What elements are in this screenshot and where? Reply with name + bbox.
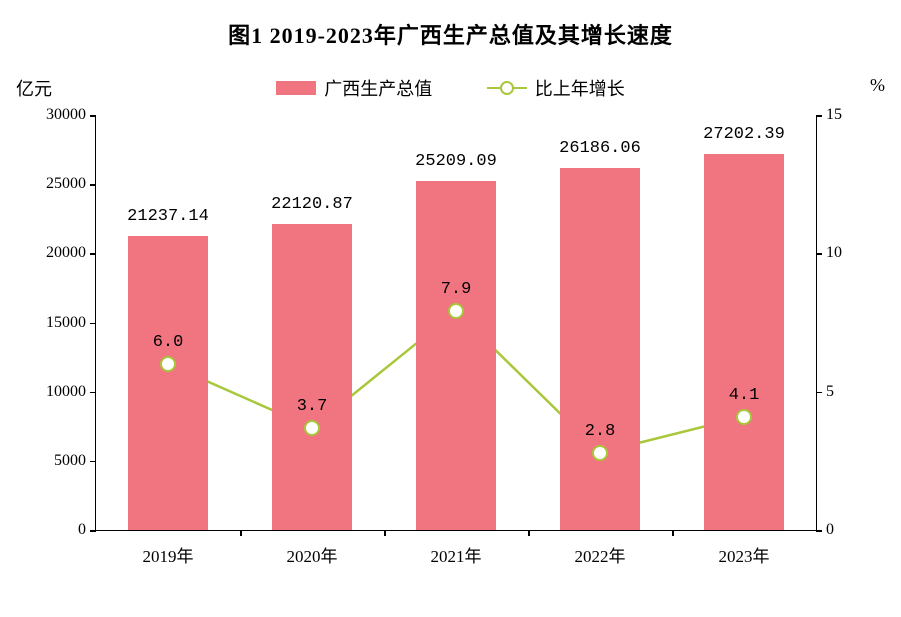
bar: 26186.06 (560, 168, 639, 530)
x-category-label: 2020年 (287, 542, 338, 567)
x-tick-mark (384, 530, 386, 536)
line-value-label: 7.9 (441, 280, 472, 299)
y-left-tick: 25000 (46, 175, 96, 193)
line-marker (304, 420, 320, 436)
y-right-tick: 0 (816, 521, 834, 539)
chart-container: 图1 2019-2023年广西生产总值及其增长速度 亿元 % 广西生产总值 比上… (0, 0, 901, 617)
line-value-label: 6.0 (153, 333, 184, 352)
bar: 27202.39 (704, 154, 783, 530)
line-marker (448, 303, 464, 319)
bar: 22120.87 (272, 224, 351, 530)
x-tick-mark (240, 530, 242, 536)
y-left-tick: 30000 (46, 106, 96, 124)
y-left-tick: 15000 (46, 314, 96, 332)
line-value-label: 3.7 (297, 397, 328, 416)
legend: 广西生产总值 比上年增长 (0, 75, 901, 101)
legend-bar-label: 广西生产总值 (324, 75, 432, 101)
bar-value-label: 26186.06 (559, 139, 641, 158)
line-marker (592, 445, 608, 461)
y-right-tick: 5 (816, 383, 834, 401)
line-marker (160, 356, 176, 372)
legend-line-swatch (487, 81, 527, 95)
y-left-tick: 10000 (46, 383, 96, 401)
y-left-tick: 0 (78, 521, 96, 539)
chart-title: 图1 2019-2023年广西生产总值及其增长速度 (0, 18, 901, 50)
x-category-label: 2019年 (143, 542, 194, 567)
x-category-label: 2021年 (431, 542, 482, 567)
bar: 25209.09 (416, 181, 495, 530)
legend-line-label: 比上年增长 (535, 75, 625, 101)
bar-value-label: 27202.39 (703, 125, 785, 144)
line-marker (736, 409, 752, 425)
legend-item-bar: 广西生产总值 (276, 75, 432, 101)
y-right-tick: 10 (816, 244, 842, 262)
x-category-label: 2023年 (719, 542, 770, 567)
line-value-label: 2.8 (585, 422, 616, 441)
y-right-tick: 15 (816, 106, 842, 124)
legend-bar-swatch (276, 81, 316, 95)
y-left-tick: 20000 (46, 244, 96, 262)
y-left-tick: 5000 (54, 452, 96, 470)
legend-item-line: 比上年增长 (487, 75, 625, 101)
bar-value-label: 22120.87 (271, 195, 353, 214)
x-tick-mark (672, 530, 674, 536)
bar-value-label: 21237.14 (127, 207, 209, 226)
plot-area: 0500010000150002000025000300000510152123… (95, 115, 817, 531)
bar-value-label: 25209.09 (415, 152, 497, 171)
line-value-label: 4.1 (729, 386, 760, 405)
x-tick-mark (528, 530, 530, 536)
x-category-label: 2022年 (575, 542, 626, 567)
bar: 21237.14 (128, 236, 207, 530)
